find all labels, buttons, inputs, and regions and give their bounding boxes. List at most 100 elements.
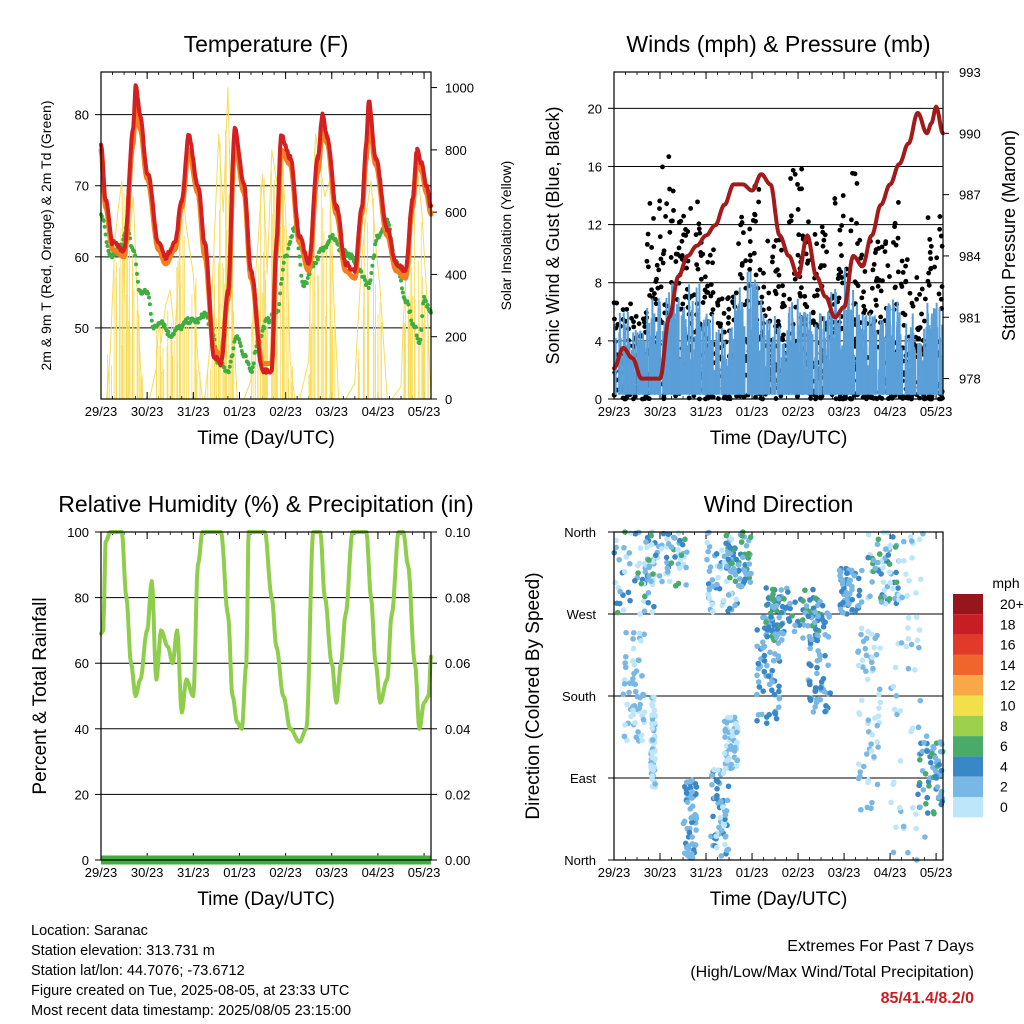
direction-point: [755, 679, 762, 685]
gust-point: [657, 206, 662, 212]
direction-point: [626, 689, 632, 696]
gust-point: [695, 266, 701, 272]
gust-point: [696, 221, 702, 227]
direction-point: [763, 619, 769, 625]
direction-point: [639, 737, 645, 744]
direction-point: [736, 567, 742, 574]
gust-point: [927, 236, 933, 242]
direction-point: [613, 537, 619, 544]
td-point: [330, 232, 335, 237]
direction-point: [689, 819, 695, 826]
y2-tick-label: 600: [445, 205, 467, 220]
gust-point: [747, 267, 753, 272]
direction-point: [741, 567, 748, 574]
direction-point: [865, 779, 871, 786]
direction-point: [886, 596, 893, 602]
td-point: [281, 260, 286, 265]
gust-point: [914, 296, 919, 302]
td-point: [133, 253, 138, 258]
y-tick-label: 80: [75, 108, 89, 123]
direction-point: [739, 532, 745, 539]
direction-point: [768, 614, 774, 620]
gust-point: [855, 241, 860, 246]
gust-point: [740, 230, 746, 236]
gust-point: [667, 229, 673, 235]
gust-point: [702, 287, 708, 293]
td-point: [305, 276, 310, 281]
direction-point: [683, 564, 689, 571]
direction-point: [779, 621, 785, 627]
station-latlon: Station lat/lon: 44.7076; -73.6712: [31, 963, 245, 979]
direction-point: [621, 545, 627, 551]
gust-point: [721, 395, 727, 401]
direction-point: [621, 681, 628, 687]
gust-point: [850, 170, 855, 176]
td-point: [149, 318, 154, 323]
direction-point: [705, 591, 711, 597]
y-tick-label: 70: [75, 179, 89, 194]
direction-point: [924, 810, 931, 816]
gust-point: [805, 260, 810, 266]
gust-point: [708, 293, 714, 299]
direction-point: [876, 551, 883, 557]
gust-point: [895, 269, 901, 275]
gust-point: [725, 296, 731, 302]
y-tick-label: 50: [75, 321, 89, 336]
direction-point: [764, 633, 770, 640]
direction-point: [917, 804, 923, 810]
direction-point: [782, 605, 789, 611]
gust-point: [788, 176, 794, 181]
direction-point: [738, 539, 745, 545]
direction-point: [649, 609, 656, 615]
direction-point: [754, 691, 760, 698]
direction-point: [769, 687, 775, 694]
gust-point: [819, 224, 825, 230]
gust-point: [686, 395, 692, 401]
direction-point: [805, 622, 811, 629]
plot-frame: [100, 531, 432, 861]
direction-point: [874, 632, 880, 639]
direction-point: [613, 544, 619, 551]
direction-point: [630, 675, 636, 682]
direction-point: [874, 722, 881, 729]
gust-point: [647, 201, 653, 206]
direction-point: [900, 538, 907, 545]
direction-point: [686, 829, 693, 836]
gust-point: [624, 306, 630, 312]
gust-point: [776, 272, 782, 278]
direction-point: [871, 753, 877, 760]
gust-point: [882, 249, 888, 255]
direction-point: [810, 709, 817, 715]
gust-point: [693, 232, 699, 238]
direction-point: [858, 697, 865, 704]
td-point: [228, 359, 233, 364]
direction-point: [855, 575, 862, 582]
direction-point: [724, 797, 731, 804]
x-tick-label: 02/23: [269, 865, 302, 880]
gust-point: [780, 283, 785, 289]
direction-point: [714, 767, 721, 773]
gust-point: [679, 253, 685, 258]
direction-point: [856, 587, 863, 594]
direction-point: [878, 599, 885, 605]
direction-point: [721, 750, 728, 757]
gust-point: [832, 196, 838, 201]
direction-point: [769, 595, 775, 601]
direction-point: [930, 809, 937, 815]
td-point: [288, 239, 293, 244]
gust-point: [649, 287, 654, 293]
direction-point: [905, 665, 912, 672]
direction-point: [875, 744, 881, 750]
gust-point: [927, 250, 933, 255]
td-point: [418, 337, 423, 342]
legend-label: 0: [1000, 799, 1008, 815]
gust-point: [776, 322, 782, 328]
td-point: [237, 337, 241, 342]
td-point: [304, 280, 309, 285]
direction-point: [724, 757, 730, 764]
gust-point: [778, 393, 784, 399]
direction-point: [849, 596, 856, 603]
direction-point: [760, 614, 766, 621]
figure-created: Figure created on Tue, 2025-08-05, at 23…: [31, 983, 350, 999]
